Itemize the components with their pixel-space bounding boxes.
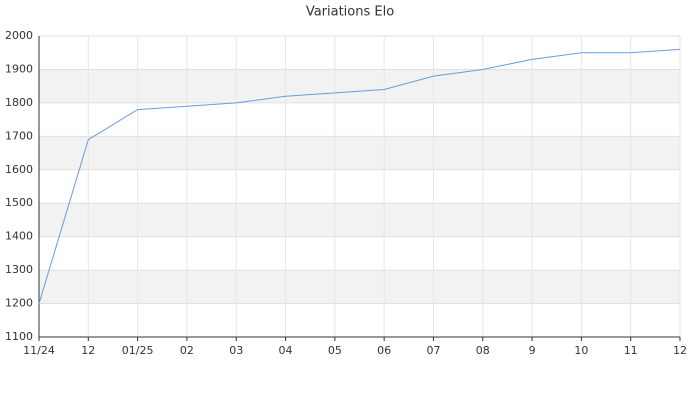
y-tick-label: 1200 xyxy=(5,297,33,310)
y-tick-label: 1100 xyxy=(5,330,33,343)
y-tick-label: 1500 xyxy=(5,196,33,209)
x-tick-label: 11/24 xyxy=(23,344,55,357)
grid-band xyxy=(39,203,680,237)
grid-band xyxy=(39,136,680,170)
x-tick-label: 9 xyxy=(529,344,536,357)
y-tick-label: 1600 xyxy=(5,163,33,176)
x-tick-label: 11 xyxy=(624,344,638,357)
x-tick-label: 12 xyxy=(673,344,687,357)
x-tick-label: 12 xyxy=(81,344,95,357)
y-tick-label: 2000 xyxy=(5,29,33,42)
x-tick-label: 04 xyxy=(279,344,293,357)
chart-title: Variations Elo xyxy=(306,5,394,20)
x-tick-label: 02 xyxy=(180,344,194,357)
y-tick-label: 1700 xyxy=(5,129,33,142)
x-tick-label: 10 xyxy=(574,344,588,357)
x-tick-label: 05 xyxy=(328,344,342,357)
y-tick-label: 1300 xyxy=(5,263,33,276)
x-tick-label: 03 xyxy=(229,344,243,357)
y-tick-label: 1800 xyxy=(5,96,33,109)
y-tick-label: 1400 xyxy=(5,230,33,243)
grid-band xyxy=(39,69,680,103)
x-tick-label: 07 xyxy=(426,344,440,357)
y-tick-label: 1900 xyxy=(5,62,33,75)
grid-band xyxy=(39,270,680,304)
x-tick-label: 08 xyxy=(476,344,490,357)
x-tick-label: 01/25 xyxy=(122,344,154,357)
data-line xyxy=(38,48,681,304)
x-tick-label: 06 xyxy=(377,344,391,357)
